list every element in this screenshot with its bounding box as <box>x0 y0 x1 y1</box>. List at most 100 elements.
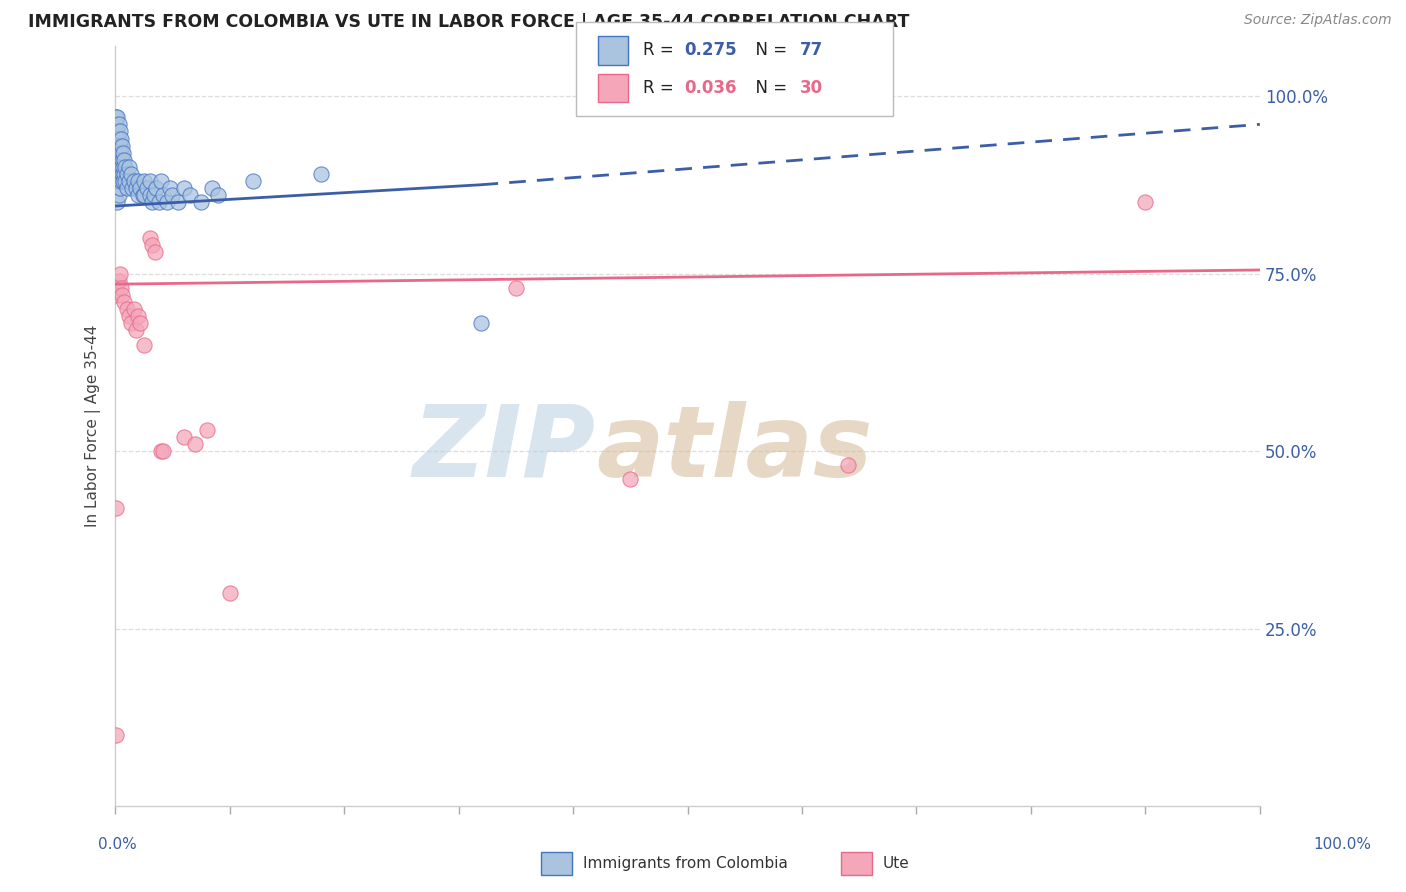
Point <box>173 430 195 444</box>
Point <box>110 131 132 145</box>
Point <box>148 195 170 210</box>
Point <box>162 188 184 202</box>
Point <box>110 145 132 160</box>
Point <box>105 174 128 188</box>
Point <box>218 586 240 600</box>
Point <box>112 294 135 309</box>
Point <box>107 167 129 181</box>
Text: Immigrants from Colombia: Immigrants from Colombia <box>583 856 789 871</box>
Point <box>105 124 128 138</box>
Point <box>184 437 207 451</box>
Point <box>112 167 135 181</box>
Point <box>110 281 132 295</box>
Point <box>242 174 264 188</box>
Point <box>201 181 224 195</box>
Text: 0.0%: 0.0% <box>98 837 138 852</box>
Point <box>118 309 141 323</box>
Point <box>122 301 145 316</box>
Point <box>114 160 136 174</box>
Point <box>107 145 129 160</box>
Point <box>173 181 195 195</box>
Y-axis label: In Labor Force | Age 35-44: In Labor Force | Age 35-44 <box>86 325 101 527</box>
Point <box>107 274 129 288</box>
Text: IMMIGRANTS FROM COLOMBIA VS UTE IN LABOR FORCE | AGE 35-44 CORRELATION CHART: IMMIGRANTS FROM COLOMBIA VS UTE IN LABOR… <box>28 13 910 31</box>
Point <box>105 110 128 124</box>
Point <box>105 131 128 145</box>
Point <box>105 728 128 742</box>
Text: atlas: atlas <box>596 401 873 498</box>
Point <box>107 288 129 302</box>
Point <box>111 138 134 153</box>
Point <box>129 181 152 195</box>
Text: R =: R = <box>643 78 679 96</box>
Point <box>111 167 134 181</box>
Point <box>108 153 131 167</box>
Point <box>107 124 129 138</box>
Point <box>112 153 135 167</box>
Point <box>118 160 141 174</box>
Point <box>132 174 155 188</box>
Text: N =: N = <box>745 78 793 96</box>
Point <box>110 160 132 174</box>
Point <box>132 188 155 202</box>
Point <box>152 444 174 458</box>
Point <box>105 281 128 295</box>
Point <box>114 174 136 188</box>
Point <box>105 138 128 153</box>
Point <box>149 174 172 188</box>
Point <box>111 153 134 167</box>
Text: R =: R = <box>643 42 679 60</box>
Point <box>129 316 152 330</box>
Point <box>107 188 129 202</box>
Point <box>118 174 141 188</box>
Point <box>167 195 190 210</box>
Point <box>107 195 129 210</box>
Point <box>107 181 129 195</box>
Point <box>837 458 859 473</box>
Point <box>105 167 128 181</box>
Point <box>110 174 132 188</box>
Point <box>121 181 143 195</box>
Point <box>115 301 138 316</box>
Point <box>108 167 131 181</box>
Point <box>120 316 142 330</box>
Point <box>470 316 492 330</box>
Text: 30: 30 <box>800 78 823 96</box>
Point <box>105 160 128 174</box>
Point <box>152 188 174 202</box>
Point <box>108 124 131 138</box>
Point <box>156 195 179 210</box>
Point <box>107 153 129 167</box>
Point <box>107 174 129 188</box>
Point <box>111 288 134 302</box>
Point <box>149 444 172 458</box>
Text: Ute: Ute <box>883 856 910 871</box>
Point <box>145 181 167 195</box>
Point <box>122 174 145 188</box>
Point <box>127 309 149 323</box>
Point <box>309 167 332 181</box>
Point <box>108 267 131 281</box>
Point <box>127 174 149 188</box>
Point <box>105 117 128 131</box>
Point <box>125 181 148 195</box>
Point <box>112 160 135 174</box>
Point <box>141 238 163 252</box>
Point <box>107 138 129 153</box>
Text: Source: ZipAtlas.com: Source: ZipAtlas.com <box>1244 13 1392 28</box>
Point <box>143 188 166 202</box>
Text: ZIP: ZIP <box>413 401 596 498</box>
Point <box>107 131 129 145</box>
Point <box>138 174 160 188</box>
Point <box>138 188 160 202</box>
Point <box>108 138 131 153</box>
Point <box>619 473 641 487</box>
Point <box>143 245 166 260</box>
Point <box>125 323 148 337</box>
Point <box>195 423 218 437</box>
Text: 100.0%: 100.0% <box>1313 837 1371 852</box>
Text: 0.036: 0.036 <box>685 78 737 96</box>
Point <box>136 181 159 195</box>
Point <box>112 145 135 160</box>
Point <box>132 337 155 351</box>
